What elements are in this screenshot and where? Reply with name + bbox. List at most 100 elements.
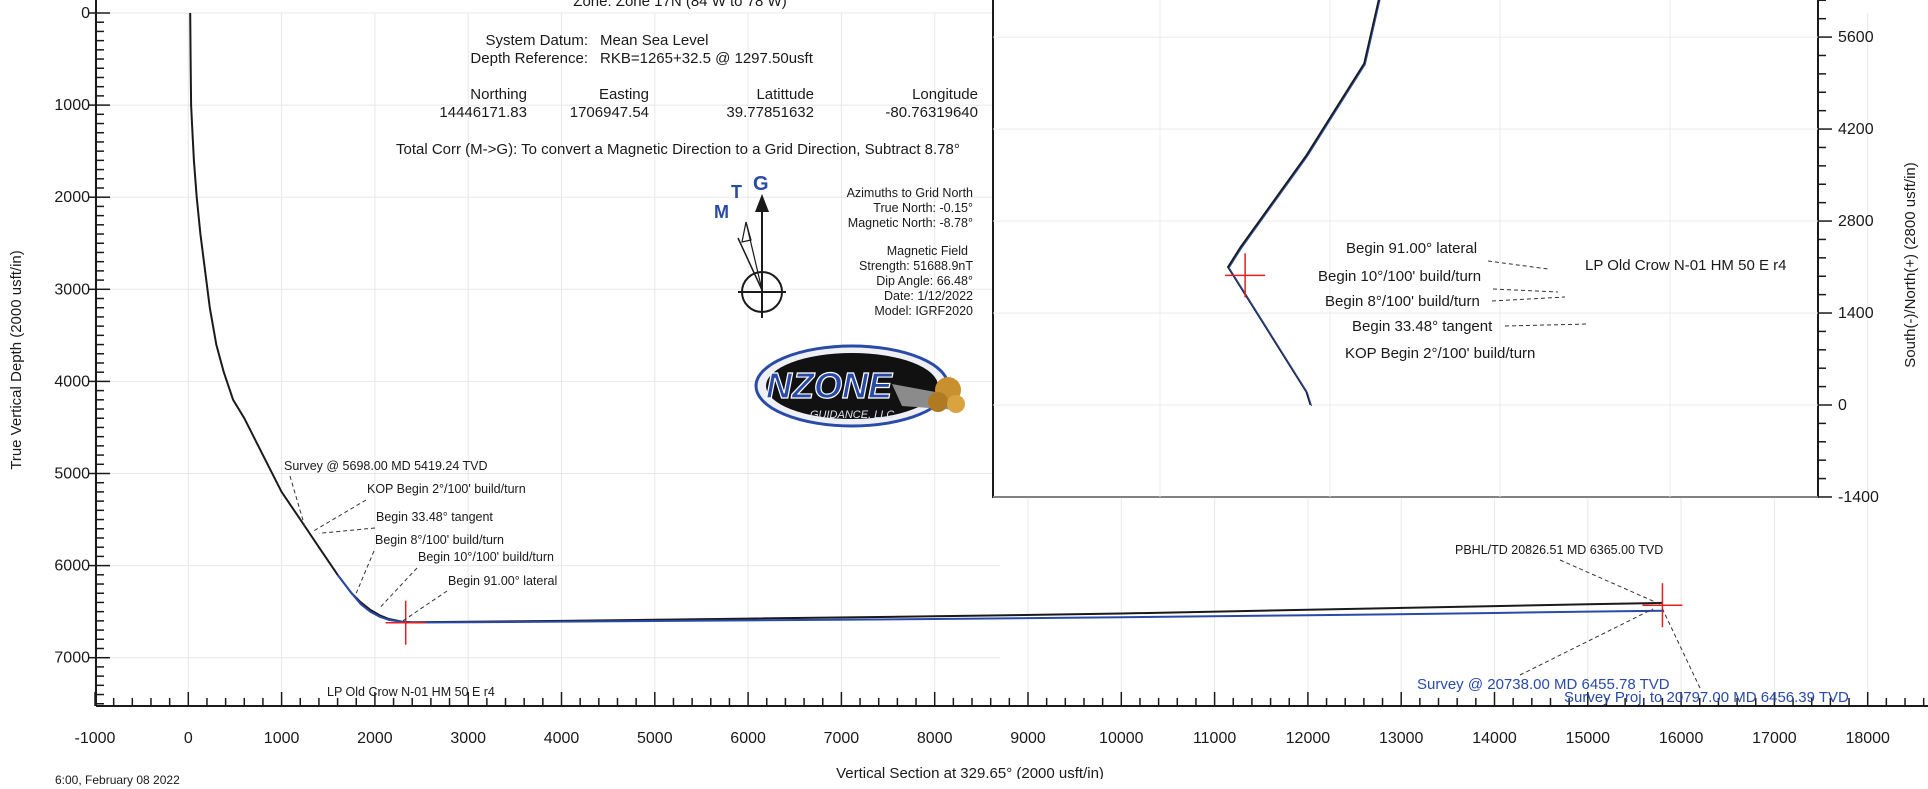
x-tick-label: 16000 — [1659, 730, 1704, 747]
latitude-label: Latittude — [756, 86, 814, 103]
annotation-leader — [289, 475, 306, 528]
inset-annotation-label: LP Old Crow N-01 HM 50 E r4 — [1585, 257, 1786, 274]
inset-annotation-label: Begin 91.00° lateral — [1346, 240, 1477, 257]
depth-reference-label: Depth Reference: — [470, 50, 588, 67]
dip-angle: Dip Angle: 66.48° — [876, 274, 973, 288]
annotation-leader — [1661, 608, 1701, 689]
x-axis-title: Vertical Section at 329.65° (2000 usft/i… — [836, 765, 1104, 779]
x-tick-label: 7000 — [824, 730, 860, 747]
annotation-leader — [314, 499, 367, 532]
annotation-label: KOP Begin 2°/100' build/turn — [367, 482, 526, 496]
x-tick-label: 15000 — [1566, 730, 1611, 747]
x-tick-label: 4000 — [544, 730, 580, 747]
inset-y-tick-label: 1400 — [1838, 305, 1874, 322]
system-datum-value: Mean Sea Level — [600, 32, 709, 49]
true-north-value: True North: -0.15° — [873, 201, 973, 215]
inset-annotation-label: Begin 8°/100' build/turn — [1325, 293, 1480, 310]
annotation-leader — [379, 567, 418, 609]
latitude-value: 39.77851632 — [726, 104, 814, 121]
field-model: Model: IGRF2020 — [874, 304, 973, 318]
y-tick-label: 6000 — [54, 558, 90, 575]
annotation-label: Begin 33.48° tangent — [376, 510, 493, 524]
inset-survey-line — [1228, 0, 1381, 407]
depth-reference-value: RKB=1265+32.5 @ 1297.50usft — [600, 50, 813, 67]
y-tick-label: 0 — [81, 5, 90, 22]
y-tick-label: 2000 — [54, 189, 90, 206]
inset-annotation-label: KOP Begin 2°/100' build/turn — [1345, 345, 1535, 362]
annotation-label: Survey Proj. to 20797.00 MD 6456.39 TVD — [1564, 689, 1849, 706]
longitude-value: -80.76319640 — [885, 104, 978, 121]
annotation-label: LP Old Crow N-01 HM 50 E r4 — [327, 685, 495, 699]
inset-y-tick-label: -1400 — [1838, 489, 1879, 506]
annotation-leader — [1519, 608, 1654, 676]
magnetic-north-label: M — [714, 202, 729, 222]
y-tick-label: 4000 — [54, 373, 90, 390]
inset-y-tick-label: 4200 — [1838, 121, 1874, 138]
x-tick-label: 8000 — [917, 730, 953, 747]
x-tick-label: 12000 — [1286, 730, 1331, 747]
inset-frame — [992, 0, 1819, 498]
annotation-leader — [355, 550, 375, 594]
inset-y-tick-label: 5600 — [1838, 29, 1874, 46]
northing-label: Northing — [470, 86, 527, 103]
annotation-label: Begin 91.00° lateral — [448, 574, 557, 588]
inset-y-tick-label: 0 — [1838, 397, 1847, 414]
north-arrow: G T M — [714, 173, 786, 318]
total-correction-note: Total Corr (M->G): To convert a Magnetic… — [396, 141, 960, 158]
inset-y-axis-title: South(-)/North(+) (2800 usft/in) — [1902, 162, 1919, 368]
x-tick-label: 13000 — [1379, 730, 1424, 747]
plan-trajectory-line — [189, 12, 1663, 624]
inset-y-tick-label: 2800 — [1838, 213, 1874, 230]
x-tick-label: 11000 — [1193, 730, 1236, 747]
easting-value: 1706947.54 — [569, 104, 649, 121]
survey-trajectory-line — [336, 574, 1663, 624]
x-tick-label: 1000 — [264, 730, 300, 747]
inset-annotation-leader — [1487, 260, 1549, 270]
field-strength: Strength: 51688.9nT — [859, 259, 973, 273]
annotation-label: Survey @ 20738.00 MD 6455.78 TVD — [1417, 676, 1670, 693]
annotation-label: Survey @ 5698.00 MD 5419.24 TVD — [284, 459, 488, 473]
x-tick-label: 6000 — [730, 730, 766, 747]
annotation-leader — [402, 590, 448, 622]
nzone-logo: NZONE GUIDANCE, LLC — [754, 344, 965, 428]
main-plot-series — [189, 12, 1683, 645]
system-datum-label: System Datum: — [485, 32, 588, 49]
main-plot-annotations: Survey @ 5698.00 MD 5419.24 TVD KOP Begin… — [284, 459, 1849, 706]
logo-wordmark: NZONE — [766, 365, 893, 406]
magnetic-north-value: Magnetic North: -8.78° — [847, 216, 973, 230]
x-tick-label: 9000 — [1010, 730, 1046, 747]
inset-annotation-label: Begin 33.48° tangent — [1352, 318, 1493, 335]
footer-timestamp: 6:00, February 08 2022 — [55, 773, 180, 787]
x-tick-label: 17000 — [1752, 730, 1797, 747]
y-tick-label: 7000 — [54, 650, 90, 667]
x-tick-label: 2000 — [357, 730, 393, 747]
field-date: Date: 1/12/2022 — [884, 289, 973, 303]
x-tick-label: 14000 — [1472, 730, 1517, 747]
y-tick-label: 5000 — [54, 466, 90, 483]
inset-annotation-label: Begin 10°/100' build/turn — [1318, 268, 1481, 285]
x-tick-label: 10000 — [1099, 730, 1144, 747]
x-tick-label: 3000 — [450, 730, 486, 747]
easting-label: Easting — [598, 86, 649, 103]
longitude-label: Longitude — [912, 86, 978, 103]
inset-annotation-leader — [1492, 288, 1559, 293]
zone-label: Zone: Zone 17N (84 W to 78 W) — [573, 0, 787, 10]
x-tick-label: -1000 — [75, 730, 116, 747]
annotation-leader — [1559, 559, 1663, 606]
y-tick-label: 3000 — [54, 281, 90, 298]
annotation-label: PBHL/TD 20826.51 MD 6365.00 TVD — [1455, 543, 1663, 557]
x-tick-label: 0 — [184, 730, 193, 747]
grid-north-label: G — [753, 173, 769, 195]
plan-view-inset: -1400 0 1400 2800 4200 5600 South(-)/North(+) … — [992, 0, 1919, 506]
magnetic-field-title: Magnetic Field — [886, 244, 968, 258]
inset-annotation-leader — [1491, 296, 1566, 302]
x-tick-label: 18000 — [1845, 730, 1890, 747]
y-axis-title: True Vertical Depth (2000 usft/in) — [8, 250, 25, 470]
annotation-leader — [318, 527, 376, 534]
logo-subtext: GUIDANCE, LLC — [810, 409, 894, 421]
annotation-label: Begin 10°/100' build/turn — [418, 550, 554, 564]
y-tick-label: 1000 — [54, 97, 90, 114]
azimuths-title: Azimuths to Grid North — [846, 186, 973, 200]
annotation-label: Begin 8°/100' build/turn — [375, 533, 504, 547]
